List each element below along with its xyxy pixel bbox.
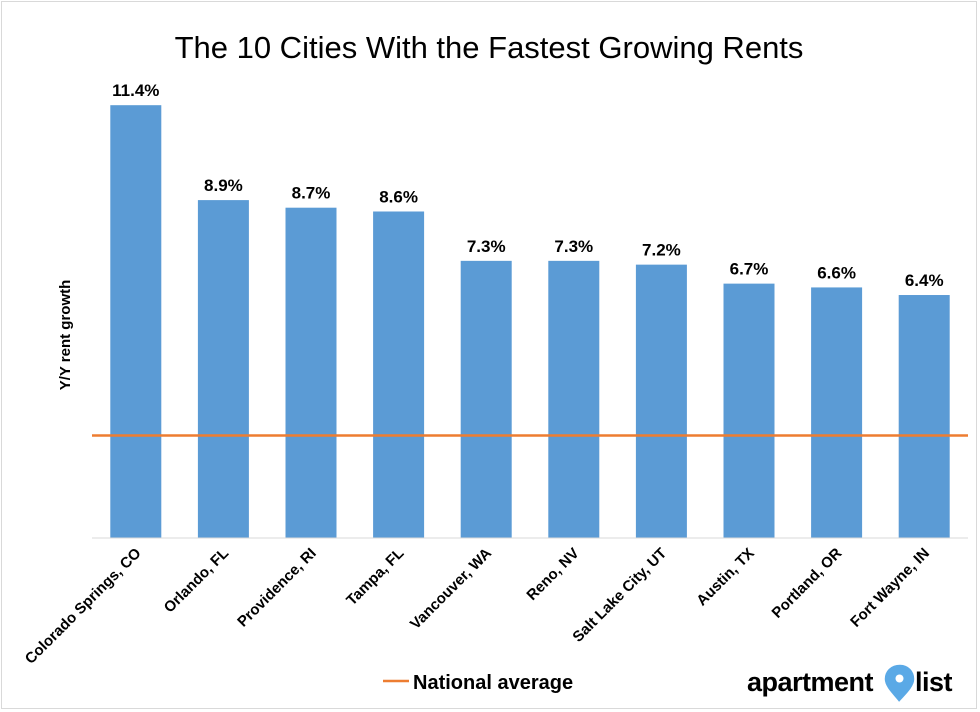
tick-label-8: Portland, OR [769,545,846,622]
bar-7 [723,283,775,538]
data-label-8: 6.6% [817,263,856,282]
tick-label-2: Providence, RI [234,545,320,631]
tick-label-5: Reno, NV [523,545,582,604]
data-label-2: 8.7% [292,184,331,203]
bar-1 [197,200,249,539]
legend-label-national-average: National average [413,672,573,694]
data-label-0: 11.4% [112,81,159,100]
logo-text-apartment: apartment [747,667,874,697]
bar-3 [373,211,425,539]
tick-label-6: Salt Lake City, UT [569,545,670,646]
tick-label-4: Vancouver, WA [407,545,495,633]
tick-label-0: Colorado Springs, CO [22,545,145,668]
logo-text-list: list [915,667,953,697]
bar-5 [548,260,600,538]
location-pin-icon [883,663,916,705]
tick-label-9: Fort Wayne, IN [847,545,933,631]
data-label-1: 8.9% [204,176,243,195]
bar-9 [898,295,950,538]
bar-8 [811,287,863,538]
bars-group [110,105,950,539]
chart-title: The 10 Cities With the Fastest Growing R… [175,30,804,65]
tick-label-7: Austin, TX [693,545,757,609]
data-label-3: 8.6% [379,187,418,206]
data-label-9: 6.4% [905,271,944,290]
data-label-7: 6.7% [730,260,769,279]
data-label-5: 7.3% [554,237,593,256]
bar-6 [635,264,687,538]
bar-2 [285,207,337,538]
legend: National average [383,672,573,694]
data-labels-group: 11.4% 8.9% 8.7% 8.6% 7.3% 7.3% 7.2% 6.7% 6.6% 6.4… [112,81,943,290]
apartment-list-logo: apartment list [747,663,953,705]
y-axis-label: Y/Y rent growth [57,280,74,391]
tick-labels-group: Colorado Springs, CO Orlando, FL Providenc… [22,545,933,668]
data-label-4: 7.3% [467,237,506,256]
data-label-6: 7.2% [642,241,681,260]
tick-label-3: Tampa, FL [343,545,407,609]
bar-4 [460,260,512,538]
bar-0 [110,105,162,539]
tick-label-1: Orlando, FL [161,545,233,617]
